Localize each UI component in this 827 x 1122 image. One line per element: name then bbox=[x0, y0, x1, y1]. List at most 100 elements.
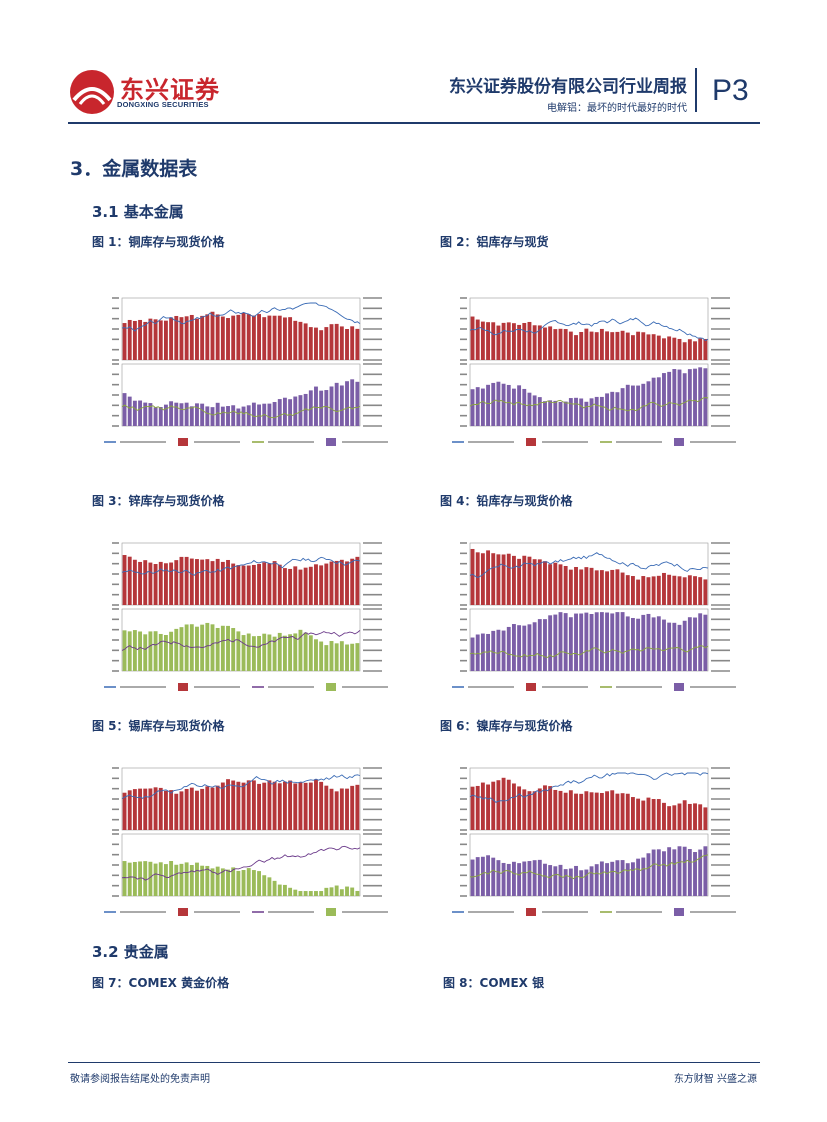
plot-frame bbox=[469, 363, 709, 427]
bar-mark bbox=[205, 865, 210, 896]
bar-mark bbox=[672, 337, 677, 360]
bar-mark bbox=[511, 555, 516, 605]
bar-mark bbox=[132, 320, 137, 360]
bar-mark bbox=[480, 782, 485, 830]
line-mark bbox=[469, 645, 709, 658]
bar-mark bbox=[148, 788, 153, 830]
bar-mark bbox=[220, 782, 225, 830]
bar-mark bbox=[620, 388, 625, 426]
bar-mark bbox=[511, 783, 516, 830]
bar-mark bbox=[350, 558, 355, 605]
bar-mark bbox=[303, 891, 308, 896]
bar-mark bbox=[656, 575, 661, 605]
bar-mark bbox=[615, 793, 620, 830]
bar-mark bbox=[610, 790, 615, 830]
bar-mark bbox=[205, 406, 210, 426]
bar-mark bbox=[334, 323, 339, 360]
bar-mark bbox=[630, 797, 635, 830]
bar-mark bbox=[667, 371, 672, 426]
line-mark bbox=[121, 630, 361, 651]
bar-mark bbox=[189, 406, 194, 426]
bar-mark bbox=[169, 631, 174, 671]
bar-mark bbox=[339, 385, 344, 426]
bar-mark bbox=[486, 384, 491, 426]
bar-mark bbox=[682, 373, 687, 426]
bar-mark bbox=[314, 639, 318, 671]
bar-mark bbox=[246, 780, 251, 830]
bar-mark bbox=[303, 323, 308, 360]
bar-mark bbox=[486, 550, 491, 605]
bar-mark bbox=[174, 315, 179, 360]
bar-mark bbox=[195, 626, 199, 671]
bar-mark bbox=[319, 781, 324, 830]
bar-mark bbox=[210, 868, 215, 896]
bar-mark bbox=[532, 860, 537, 896]
bar-mark bbox=[491, 630, 496, 671]
bar-mark bbox=[298, 782, 303, 830]
bar-mark bbox=[532, 395, 537, 426]
figure-caption: 图 4：铅库存与现货价格 bbox=[440, 494, 573, 508]
bar-mark bbox=[169, 861, 174, 896]
bar-mark bbox=[298, 395, 303, 426]
bar-mark bbox=[682, 577, 687, 605]
bar-mark bbox=[532, 325, 537, 360]
bar-mark bbox=[132, 789, 137, 830]
bar-mark bbox=[314, 891, 318, 896]
bar-mark bbox=[620, 793, 625, 830]
bar-mark bbox=[610, 861, 615, 896]
chart-thumbnail bbox=[104, 297, 388, 446]
bar-mark bbox=[641, 614, 646, 671]
bar-mark bbox=[506, 863, 511, 896]
bar-mark bbox=[179, 791, 184, 830]
bar-mark bbox=[491, 553, 496, 605]
bar-mark bbox=[298, 891, 303, 896]
bar-mark bbox=[548, 615, 553, 671]
bar-mark bbox=[480, 321, 485, 360]
bar-mark bbox=[127, 631, 132, 671]
bar-mark bbox=[324, 785, 329, 830]
bar-mark bbox=[272, 781, 277, 830]
bar-mark bbox=[303, 567, 308, 605]
logo-mark bbox=[70, 70, 114, 114]
bar-mark bbox=[605, 571, 610, 605]
bar-mark bbox=[132, 630, 137, 671]
bar-mark bbox=[470, 859, 475, 896]
bar-mark bbox=[682, 800, 687, 830]
bar-mark bbox=[568, 331, 573, 360]
bar-mark bbox=[682, 846, 687, 896]
bar-mark bbox=[698, 613, 703, 671]
bar-mark bbox=[574, 865, 578, 896]
bar-mark bbox=[236, 781, 241, 830]
bar-mark bbox=[605, 863, 610, 896]
bar-mark bbox=[195, 790, 199, 830]
bar-mark bbox=[610, 613, 615, 671]
bar-mark bbox=[179, 403, 184, 426]
bar-mark bbox=[257, 783, 262, 830]
line-mark bbox=[121, 845, 361, 881]
plot-frame bbox=[121, 833, 361, 897]
legend-swatch bbox=[526, 908, 536, 916]
bar-mark bbox=[553, 562, 558, 605]
bar-mark bbox=[506, 626, 511, 671]
bar-mark bbox=[127, 319, 132, 360]
bar-mark bbox=[475, 387, 480, 426]
bar-mark bbox=[282, 317, 287, 360]
bar-mark bbox=[553, 614, 558, 671]
bar-mark bbox=[148, 403, 153, 426]
bar-mark bbox=[703, 807, 708, 830]
bar-mark bbox=[517, 385, 522, 426]
bar-mark bbox=[620, 330, 625, 360]
bar-mark bbox=[558, 612, 563, 671]
bar-mark bbox=[584, 869, 589, 896]
bar-mark bbox=[210, 787, 215, 830]
bar-mark bbox=[251, 780, 256, 830]
bar-mark bbox=[267, 634, 272, 671]
bar-mark bbox=[563, 565, 568, 605]
bar-mark bbox=[599, 328, 604, 360]
bar-mark bbox=[210, 624, 215, 671]
bar-mark bbox=[288, 887, 293, 896]
bar-mark bbox=[308, 566, 313, 605]
bar-mark bbox=[179, 317, 184, 360]
bar-mark bbox=[662, 851, 666, 896]
chart-thumbnail bbox=[452, 542, 736, 691]
